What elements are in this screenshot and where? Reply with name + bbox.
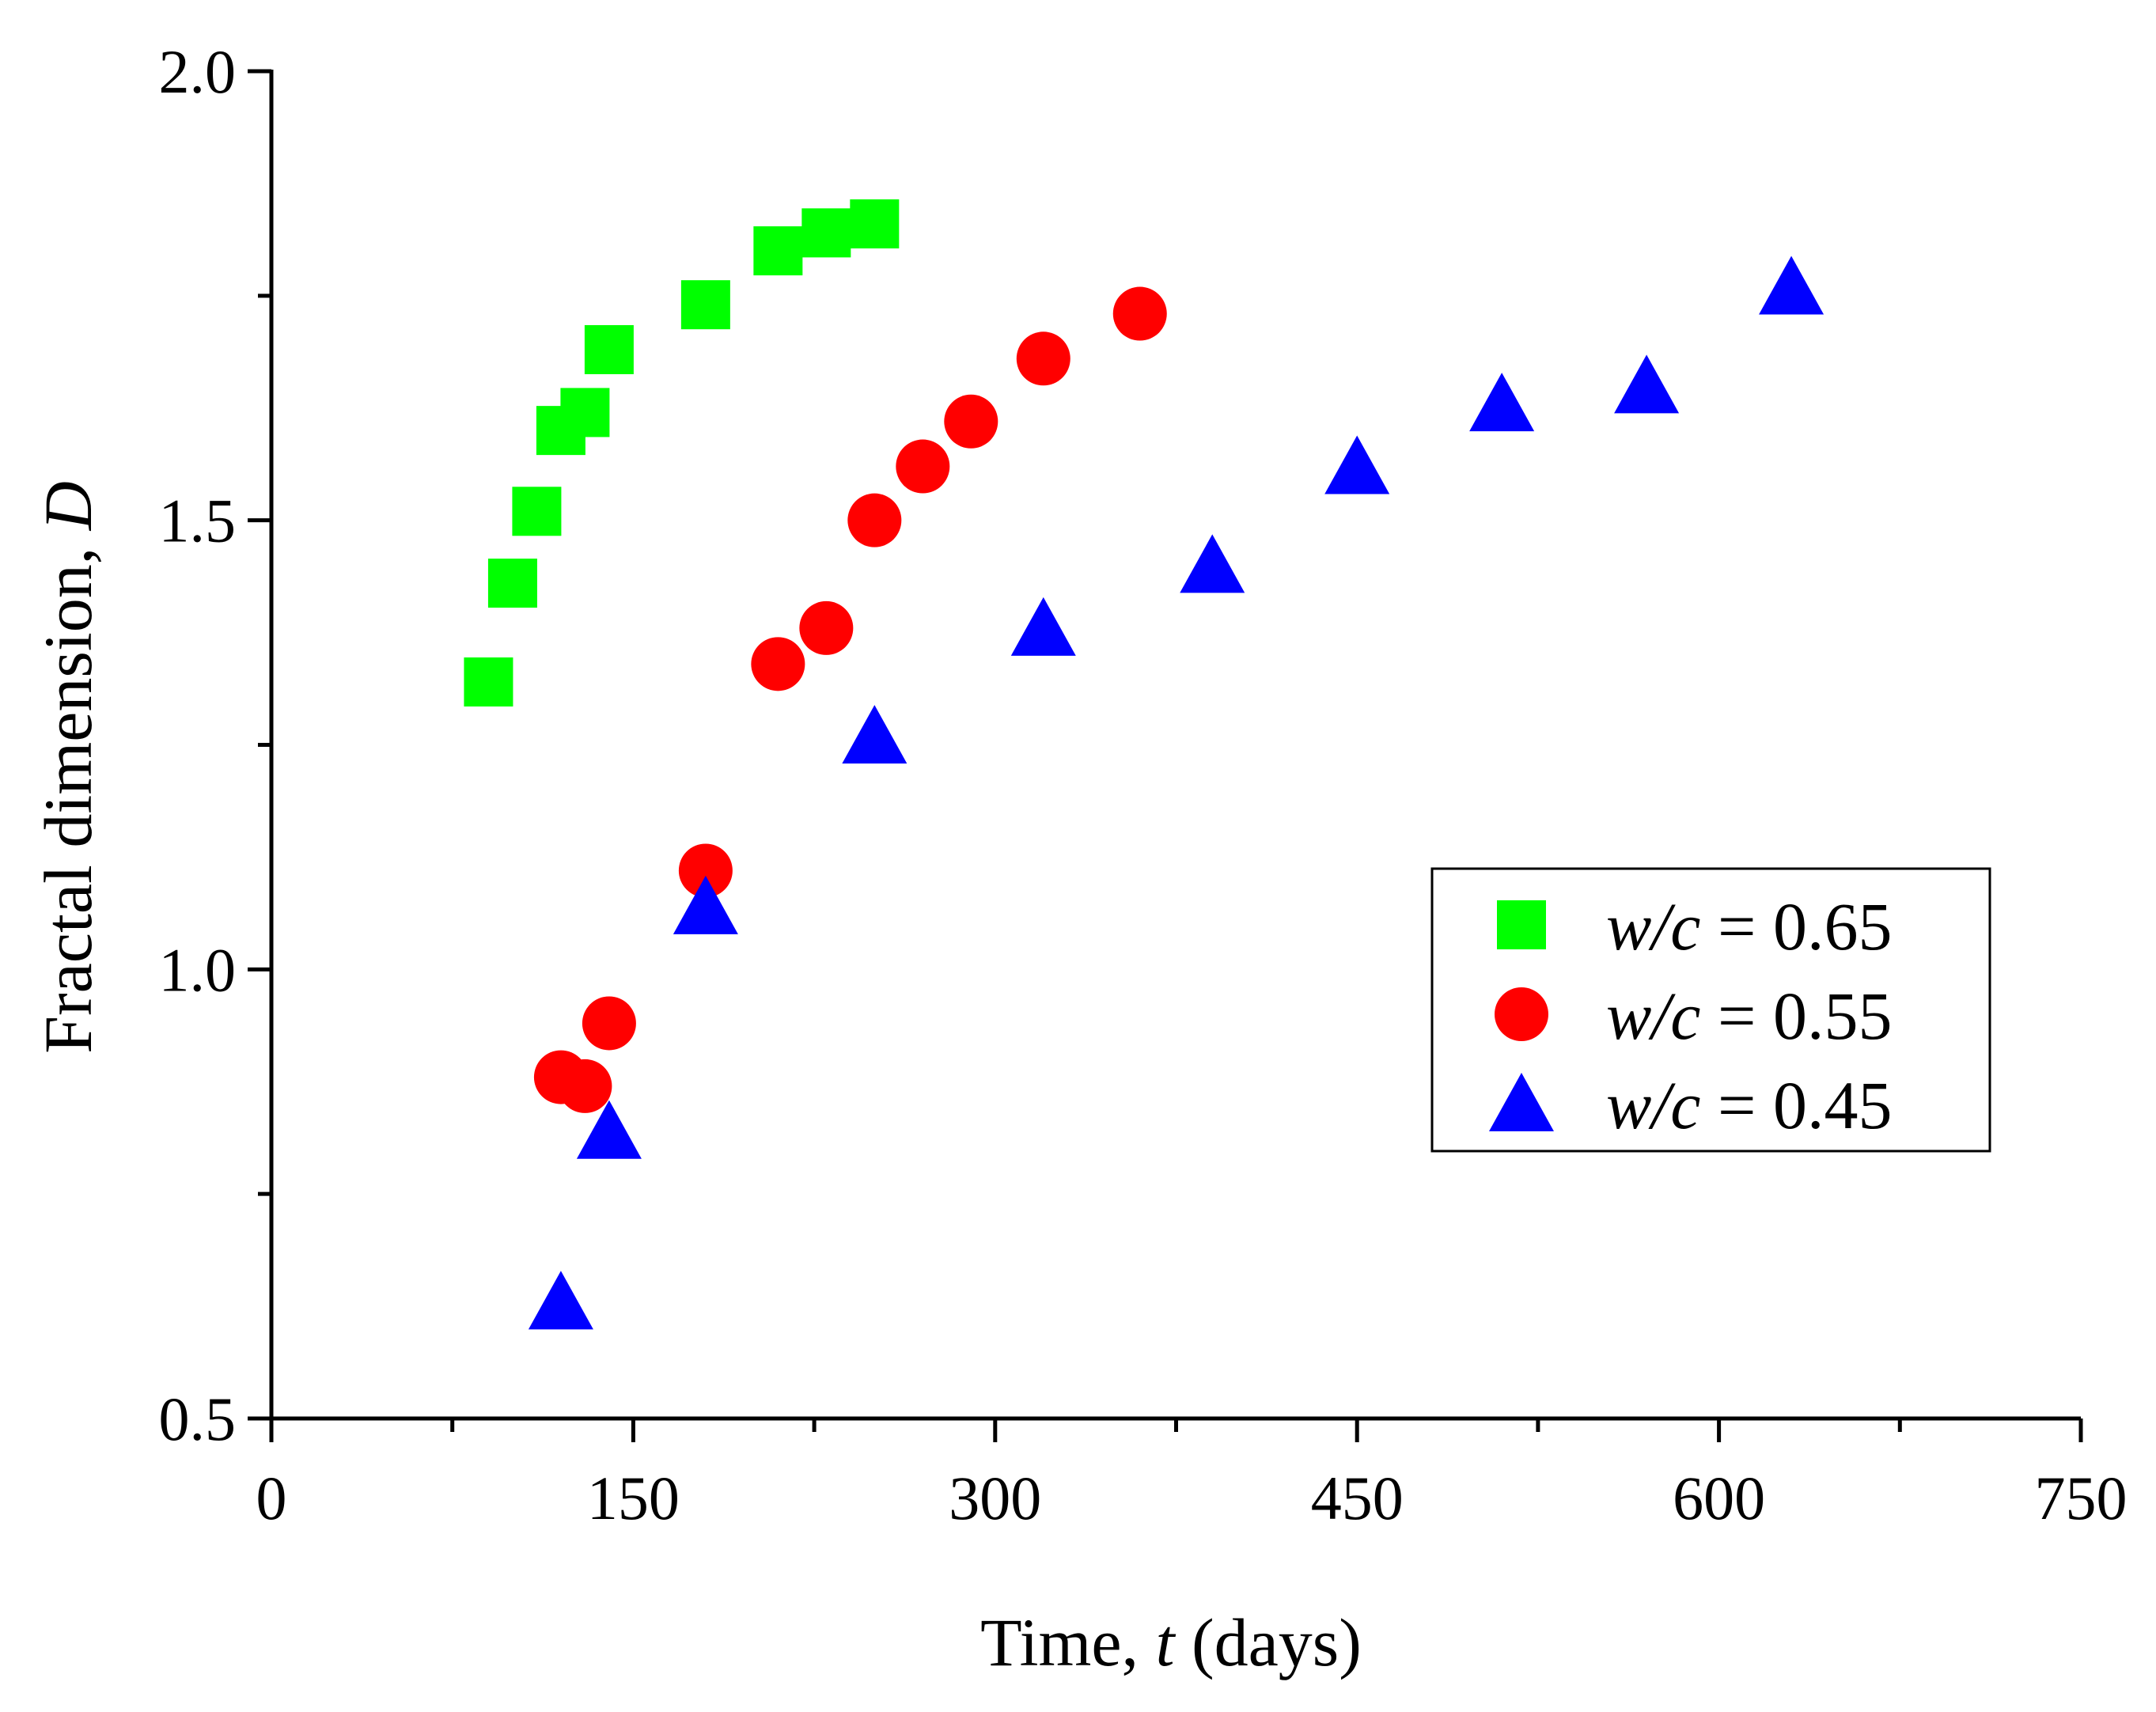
data-point-circle: [847, 493, 902, 547]
data-point-triangle: [1759, 256, 1824, 315]
x-tick-label: 300: [949, 1464, 1041, 1532]
data-point-square: [560, 388, 610, 437]
data-point-triangle: [1469, 373, 1535, 432]
data-point-triangle: [1614, 354, 1680, 414]
data-point-circle: [582, 996, 636, 1051]
y-tick-label: 0.5: [159, 1384, 237, 1453]
legend-marker-circle: [1495, 987, 1548, 1041]
data-point-circle: [678, 843, 733, 898]
data-point-triangle: [673, 875, 738, 934]
data-point-square: [680, 280, 730, 330]
x-axis-ticks: 0 150 300 450 600 750: [256, 1418, 2128, 1532]
data-point-circle: [944, 394, 998, 449]
y-tick-label: 2.0: [159, 37, 237, 106]
axes: [269, 70, 2081, 1421]
legend-label: w/c = 0.45: [1606, 1067, 1892, 1143]
y-tick-label: 1.5: [159, 487, 237, 555]
data-point-triangle: [528, 1271, 593, 1330]
data-point-square: [487, 559, 537, 608]
legend-label: w/c = 0.65: [1606, 888, 1892, 964]
data-point-circle: [896, 439, 950, 494]
y-tick-label: 1.0: [159, 935, 237, 1004]
data-point-triangle: [842, 705, 907, 764]
data-point-circle: [1016, 331, 1070, 386]
legend-label: w/c = 0.55: [1606, 978, 1892, 1054]
data-point-square: [464, 657, 513, 707]
data-point-square: [512, 487, 562, 536]
legend: w/c = 0.65 w/c = 0.55 w/c = 0.45: [1430, 867, 1991, 1153]
series-circle: [533, 286, 1167, 1113]
data-point-circle: [751, 637, 805, 691]
x-tick-label: 600: [1673, 1464, 1765, 1532]
legend-marker-triangle: [1489, 1073, 1554, 1131]
data-point-triangle: [1010, 597, 1076, 656]
data-point-square: [753, 226, 803, 276]
y-axis-ticks: 0.5 1.0 1.5 2.0: [159, 37, 271, 1453]
data-point-circle: [558, 1059, 612, 1113]
x-tick-label: 0: [256, 1464, 287, 1532]
x-axis-title: Time, t (days): [980, 1604, 1362, 1680]
x-tick-label: 450: [1311, 1464, 1404, 1532]
series-square: [464, 199, 900, 707]
data-point-square: [850, 199, 900, 249]
data-point-triangle: [576, 1100, 642, 1159]
data-point-triangle: [1324, 435, 1390, 494]
data-point-square: [584, 324, 634, 374]
data-point-square: [801, 208, 851, 258]
x-tick-label: 750: [2035, 1464, 2128, 1532]
data-point-circle: [799, 600, 854, 655]
legend-marker-square: [1497, 900, 1546, 949]
x-tick-label: 150: [587, 1464, 680, 1532]
y-axis-title: Fractal dimension, D: [30, 481, 106, 1054]
series-triangle: [528, 256, 1824, 1330]
data-point-circle: [1112, 286, 1167, 341]
data-points: [464, 199, 1824, 1330]
data-point-triangle: [1180, 534, 1245, 593]
